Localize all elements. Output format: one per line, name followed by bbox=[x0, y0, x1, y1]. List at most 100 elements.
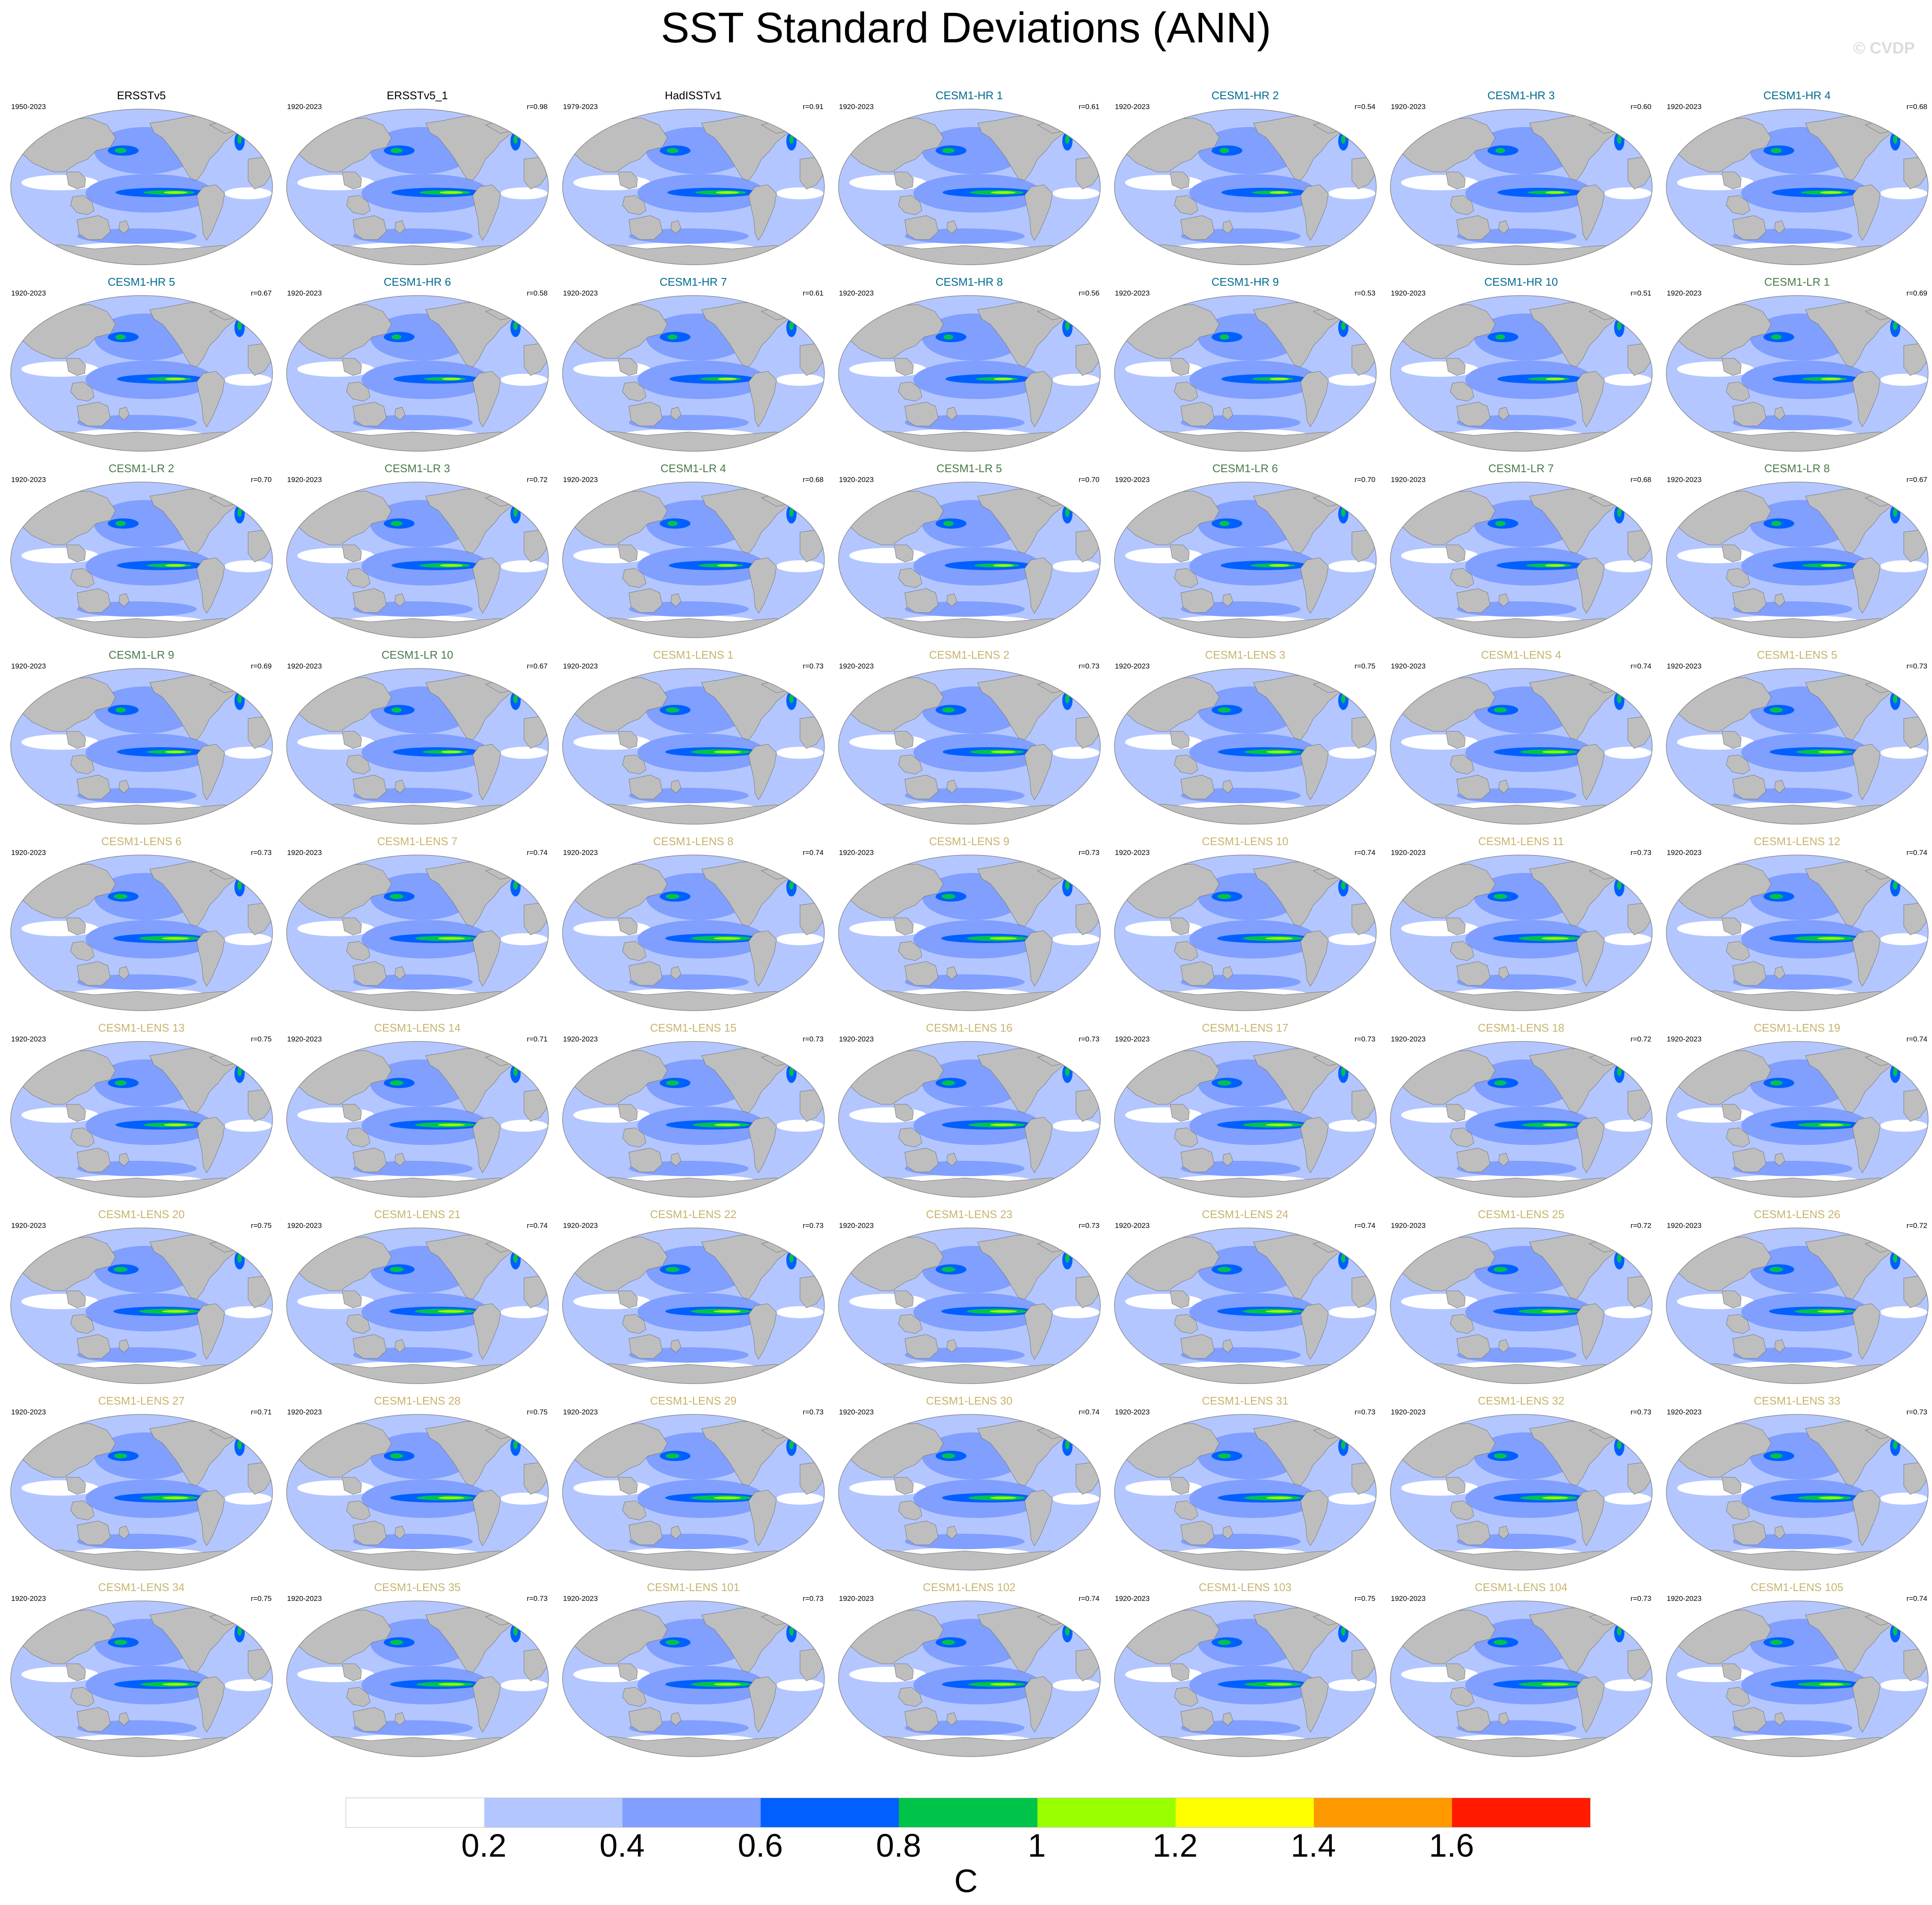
low-variability-region bbox=[1125, 175, 1202, 190]
panel-title: CESM1-HR 1 bbox=[935, 89, 1003, 102]
land-mass bbox=[196, 1303, 225, 1360]
kuroshio-core bbox=[391, 334, 402, 340]
land-mass bbox=[66, 917, 86, 935]
world-map bbox=[10, 482, 273, 638]
colorbar-tick-label: 1.6 bbox=[1429, 1828, 1474, 1864]
panel-years: 1920-2023 bbox=[1115, 289, 1150, 297]
low-variability-region bbox=[1401, 1667, 1478, 1682]
land-mass bbox=[622, 941, 646, 961]
world-map bbox=[1666, 1600, 1929, 1757]
kuroshio-core bbox=[115, 148, 127, 153]
low-variability-region bbox=[1052, 187, 1099, 199]
land-mass bbox=[1732, 215, 1766, 240]
gulfstream-core bbox=[789, 1254, 794, 1263]
land-mass bbox=[1619, 1048, 1650, 1071]
panel-correlation: r=0.73 bbox=[803, 662, 824, 670]
land-mass bbox=[1852, 1676, 1881, 1733]
land-mass bbox=[1498, 966, 1509, 980]
low-variability-region bbox=[776, 747, 824, 759]
low-variability-region bbox=[1677, 1480, 1754, 1496]
enso-peak bbox=[162, 1683, 189, 1686]
land-mass bbox=[77, 402, 111, 426]
panel-title: CESM1-LENS 20 bbox=[98, 1208, 185, 1221]
land-mass bbox=[1456, 775, 1490, 799]
panel-correlation: r=0.74 bbox=[1079, 1594, 1099, 1603]
world-map bbox=[838, 295, 1101, 452]
panel-correlation: r=0.75 bbox=[251, 1222, 272, 1230]
land-mass bbox=[70, 568, 95, 588]
low-variability-region bbox=[573, 175, 650, 190]
map-border bbox=[1390, 1041, 1653, 1198]
enso-peak bbox=[1543, 1124, 1568, 1126]
land-mass bbox=[1174, 568, 1198, 588]
land-mass bbox=[1170, 917, 1190, 935]
land-mass bbox=[1024, 1303, 1053, 1360]
low-variability-region bbox=[297, 1294, 374, 1309]
map-panel: CESM1-LENS 18 1920-2023 r=0.72 bbox=[1383, 1021, 1659, 1208]
panel-years: 1920-2023 bbox=[1667, 1594, 1702, 1603]
panel-correlation: r=0.74 bbox=[527, 1222, 548, 1230]
kuroshio-core bbox=[666, 1267, 679, 1272]
land-mass bbox=[70, 1500, 95, 1520]
land-mass bbox=[946, 780, 957, 793]
land-mass bbox=[1180, 1334, 1215, 1359]
land-mass bbox=[1852, 371, 1881, 428]
land-mass bbox=[515, 1608, 546, 1631]
world-map bbox=[562, 1414, 825, 1571]
panel-years: 1920-2023 bbox=[839, 849, 874, 857]
land-mass bbox=[670, 1339, 682, 1353]
map-border bbox=[562, 1414, 825, 1571]
panel-years: 1920-2023 bbox=[287, 1035, 322, 1043]
antarctica bbox=[1666, 1550, 1928, 1570]
map-panel: CESM1-LENS 1 1920-2023 r=0.73 bbox=[555, 648, 831, 835]
low-variability-region bbox=[297, 361, 374, 377]
panel-correlation: r=0.67 bbox=[527, 662, 548, 670]
gulfstream-core bbox=[789, 1627, 794, 1636]
panel-years: 1920-2023 bbox=[287, 849, 322, 857]
land-mass bbox=[904, 961, 939, 986]
map-border bbox=[10, 1228, 273, 1384]
land-mass bbox=[77, 1334, 111, 1359]
land-mass bbox=[898, 941, 922, 961]
antarctica bbox=[287, 1550, 548, 1570]
antarctica bbox=[1390, 1550, 1652, 1570]
land-mass bbox=[618, 1290, 638, 1308]
gulfstream-core bbox=[789, 695, 794, 703]
land-mass bbox=[1456, 402, 1490, 426]
land-mass bbox=[1067, 489, 1098, 512]
land-mass bbox=[472, 557, 501, 614]
enso-peak bbox=[990, 1497, 1016, 1499]
low-variability-region bbox=[1604, 1306, 1651, 1318]
panel-years: 1920-2023 bbox=[11, 1035, 46, 1043]
low-variability-region bbox=[21, 734, 98, 750]
gulfstream-core bbox=[513, 1627, 518, 1636]
land-mass bbox=[1895, 1421, 1926, 1444]
map-border bbox=[1390, 1228, 1653, 1384]
land-mass bbox=[196, 1490, 225, 1547]
antarctica bbox=[1666, 1736, 1928, 1757]
panel-title: CESM1-LR 6 bbox=[1212, 462, 1278, 475]
gulfstream-core bbox=[237, 1441, 242, 1449]
low-variability-region bbox=[1125, 1667, 1202, 1682]
land-mass bbox=[1300, 930, 1329, 987]
land-mass bbox=[1024, 557, 1053, 614]
land-mass bbox=[1576, 557, 1605, 614]
land-mass bbox=[1498, 1526, 1509, 1539]
panel-years: 1920-2023 bbox=[839, 476, 874, 484]
panel-title: CESM1-LENS 102 bbox=[923, 1581, 1016, 1594]
land-mass bbox=[1498, 220, 1509, 234]
panel-title: CESM1-LR 7 bbox=[1488, 462, 1554, 475]
antarctica bbox=[1390, 1363, 1652, 1384]
world-map bbox=[286, 1600, 549, 1757]
low-variability-region bbox=[1604, 1493, 1651, 1505]
land-mass bbox=[1774, 780, 1785, 793]
land-mass bbox=[1774, 407, 1785, 420]
land-mass bbox=[1343, 675, 1374, 698]
antarctica bbox=[287, 804, 548, 824]
land-mass bbox=[1222, 1526, 1233, 1539]
land-mass bbox=[1170, 172, 1190, 189]
land-mass bbox=[894, 358, 914, 376]
antarctica bbox=[563, 990, 824, 1011]
map-panel: CESM1-LR 5 1920-2023 r=0.70 bbox=[831, 462, 1107, 648]
antarctica bbox=[1114, 244, 1376, 265]
